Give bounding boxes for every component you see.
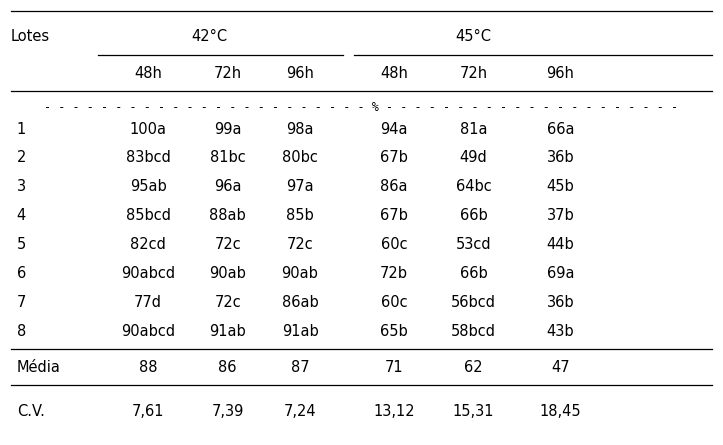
Text: 6: 6 — [17, 266, 26, 281]
Text: 7: 7 — [17, 295, 26, 310]
Text: 48h: 48h — [134, 66, 162, 81]
Text: 72b: 72b — [380, 266, 408, 281]
Text: 69a: 69a — [547, 266, 574, 281]
Text: 86ab: 86ab — [282, 295, 318, 310]
Text: 2: 2 — [17, 150, 26, 166]
Text: 44b: 44b — [547, 237, 574, 252]
Text: 49d: 49d — [460, 150, 487, 166]
Text: 72h: 72h — [214, 66, 241, 81]
Text: 90ab: 90ab — [209, 266, 247, 281]
Text: C.V.: C.V. — [17, 404, 45, 419]
Text: 81bc: 81bc — [210, 150, 246, 166]
Text: 7,24: 7,24 — [283, 404, 317, 419]
Text: 7,39: 7,39 — [212, 404, 244, 419]
Text: 5: 5 — [17, 237, 26, 252]
Text: 72c: 72c — [215, 237, 241, 252]
Text: 37b: 37b — [547, 208, 574, 223]
Text: 97a: 97a — [286, 179, 314, 194]
Text: 1: 1 — [17, 121, 26, 137]
Text: 45°C: 45°C — [455, 29, 492, 44]
Text: 65b: 65b — [380, 324, 408, 339]
Text: 7,61: 7,61 — [132, 404, 164, 419]
Text: 18,45: 18,45 — [539, 404, 581, 419]
Text: 87: 87 — [291, 360, 309, 375]
Text: 91ab: 91ab — [282, 324, 318, 339]
Text: 98a: 98a — [286, 121, 314, 137]
Text: 90ab: 90ab — [281, 266, 319, 281]
Text: 99a: 99a — [214, 121, 241, 137]
Text: Média: Média — [17, 360, 61, 375]
Text: 4: 4 — [17, 208, 26, 223]
Text: 48h: 48h — [380, 66, 408, 81]
Text: 56bcd: 56bcd — [451, 295, 496, 310]
Text: 83bcd: 83bcd — [126, 150, 171, 166]
Text: 86a: 86a — [380, 179, 408, 194]
Text: 85b: 85b — [286, 208, 314, 223]
Text: 58bcd: 58bcd — [451, 324, 496, 339]
Text: 94a: 94a — [380, 121, 408, 137]
Text: 91ab: 91ab — [210, 324, 246, 339]
Text: 60c: 60c — [381, 295, 407, 310]
Text: - - - - - - - - - - - - - - - - - - - - - - - % - - - - - - - - - - - - - - - - : - - - - - - - - - - - - - - - - - - - - … — [44, 101, 679, 114]
Text: 53cd: 53cd — [455, 237, 492, 252]
Text: 85bcd: 85bcd — [126, 208, 171, 223]
Text: 71: 71 — [385, 360, 403, 375]
Text: 90abcd: 90abcd — [121, 324, 175, 339]
Text: 95ab: 95ab — [130, 179, 166, 194]
Text: 96h: 96h — [286, 66, 314, 81]
Text: 86: 86 — [218, 360, 237, 375]
Text: 100a: 100a — [129, 121, 167, 137]
Text: 15,31: 15,31 — [453, 404, 495, 419]
Text: 45b: 45b — [547, 179, 574, 194]
Text: 64bc: 64bc — [455, 179, 492, 194]
Text: 42°C: 42°C — [192, 29, 228, 44]
Text: 67b: 67b — [380, 150, 408, 166]
Text: 62: 62 — [464, 360, 483, 375]
Text: 66b: 66b — [460, 208, 487, 223]
Text: 96a: 96a — [214, 179, 241, 194]
Text: 96h: 96h — [547, 66, 574, 81]
Text: 72c: 72c — [287, 237, 313, 252]
Text: 3: 3 — [17, 179, 26, 194]
Text: 72h: 72h — [460, 66, 487, 81]
Text: 77d: 77d — [134, 295, 162, 310]
Text: 67b: 67b — [380, 208, 408, 223]
Text: 88ab: 88ab — [210, 208, 246, 223]
Text: 82cd: 82cd — [130, 237, 166, 252]
Text: 43b: 43b — [547, 324, 574, 339]
Text: 47: 47 — [551, 360, 570, 375]
Text: 81a: 81a — [460, 121, 487, 137]
Text: 60c: 60c — [381, 237, 407, 252]
Text: 80bc: 80bc — [282, 150, 318, 166]
Text: 72c: 72c — [215, 295, 241, 310]
Text: Lotes: Lotes — [11, 29, 50, 44]
Text: 88: 88 — [139, 360, 158, 375]
Text: 8: 8 — [17, 324, 26, 339]
Text: 66b: 66b — [460, 266, 487, 281]
Text: 36b: 36b — [547, 150, 574, 166]
Text: 36b: 36b — [547, 295, 574, 310]
Text: 90abcd: 90abcd — [121, 266, 175, 281]
Text: 13,12: 13,12 — [373, 404, 415, 419]
Text: 66a: 66a — [547, 121, 574, 137]
